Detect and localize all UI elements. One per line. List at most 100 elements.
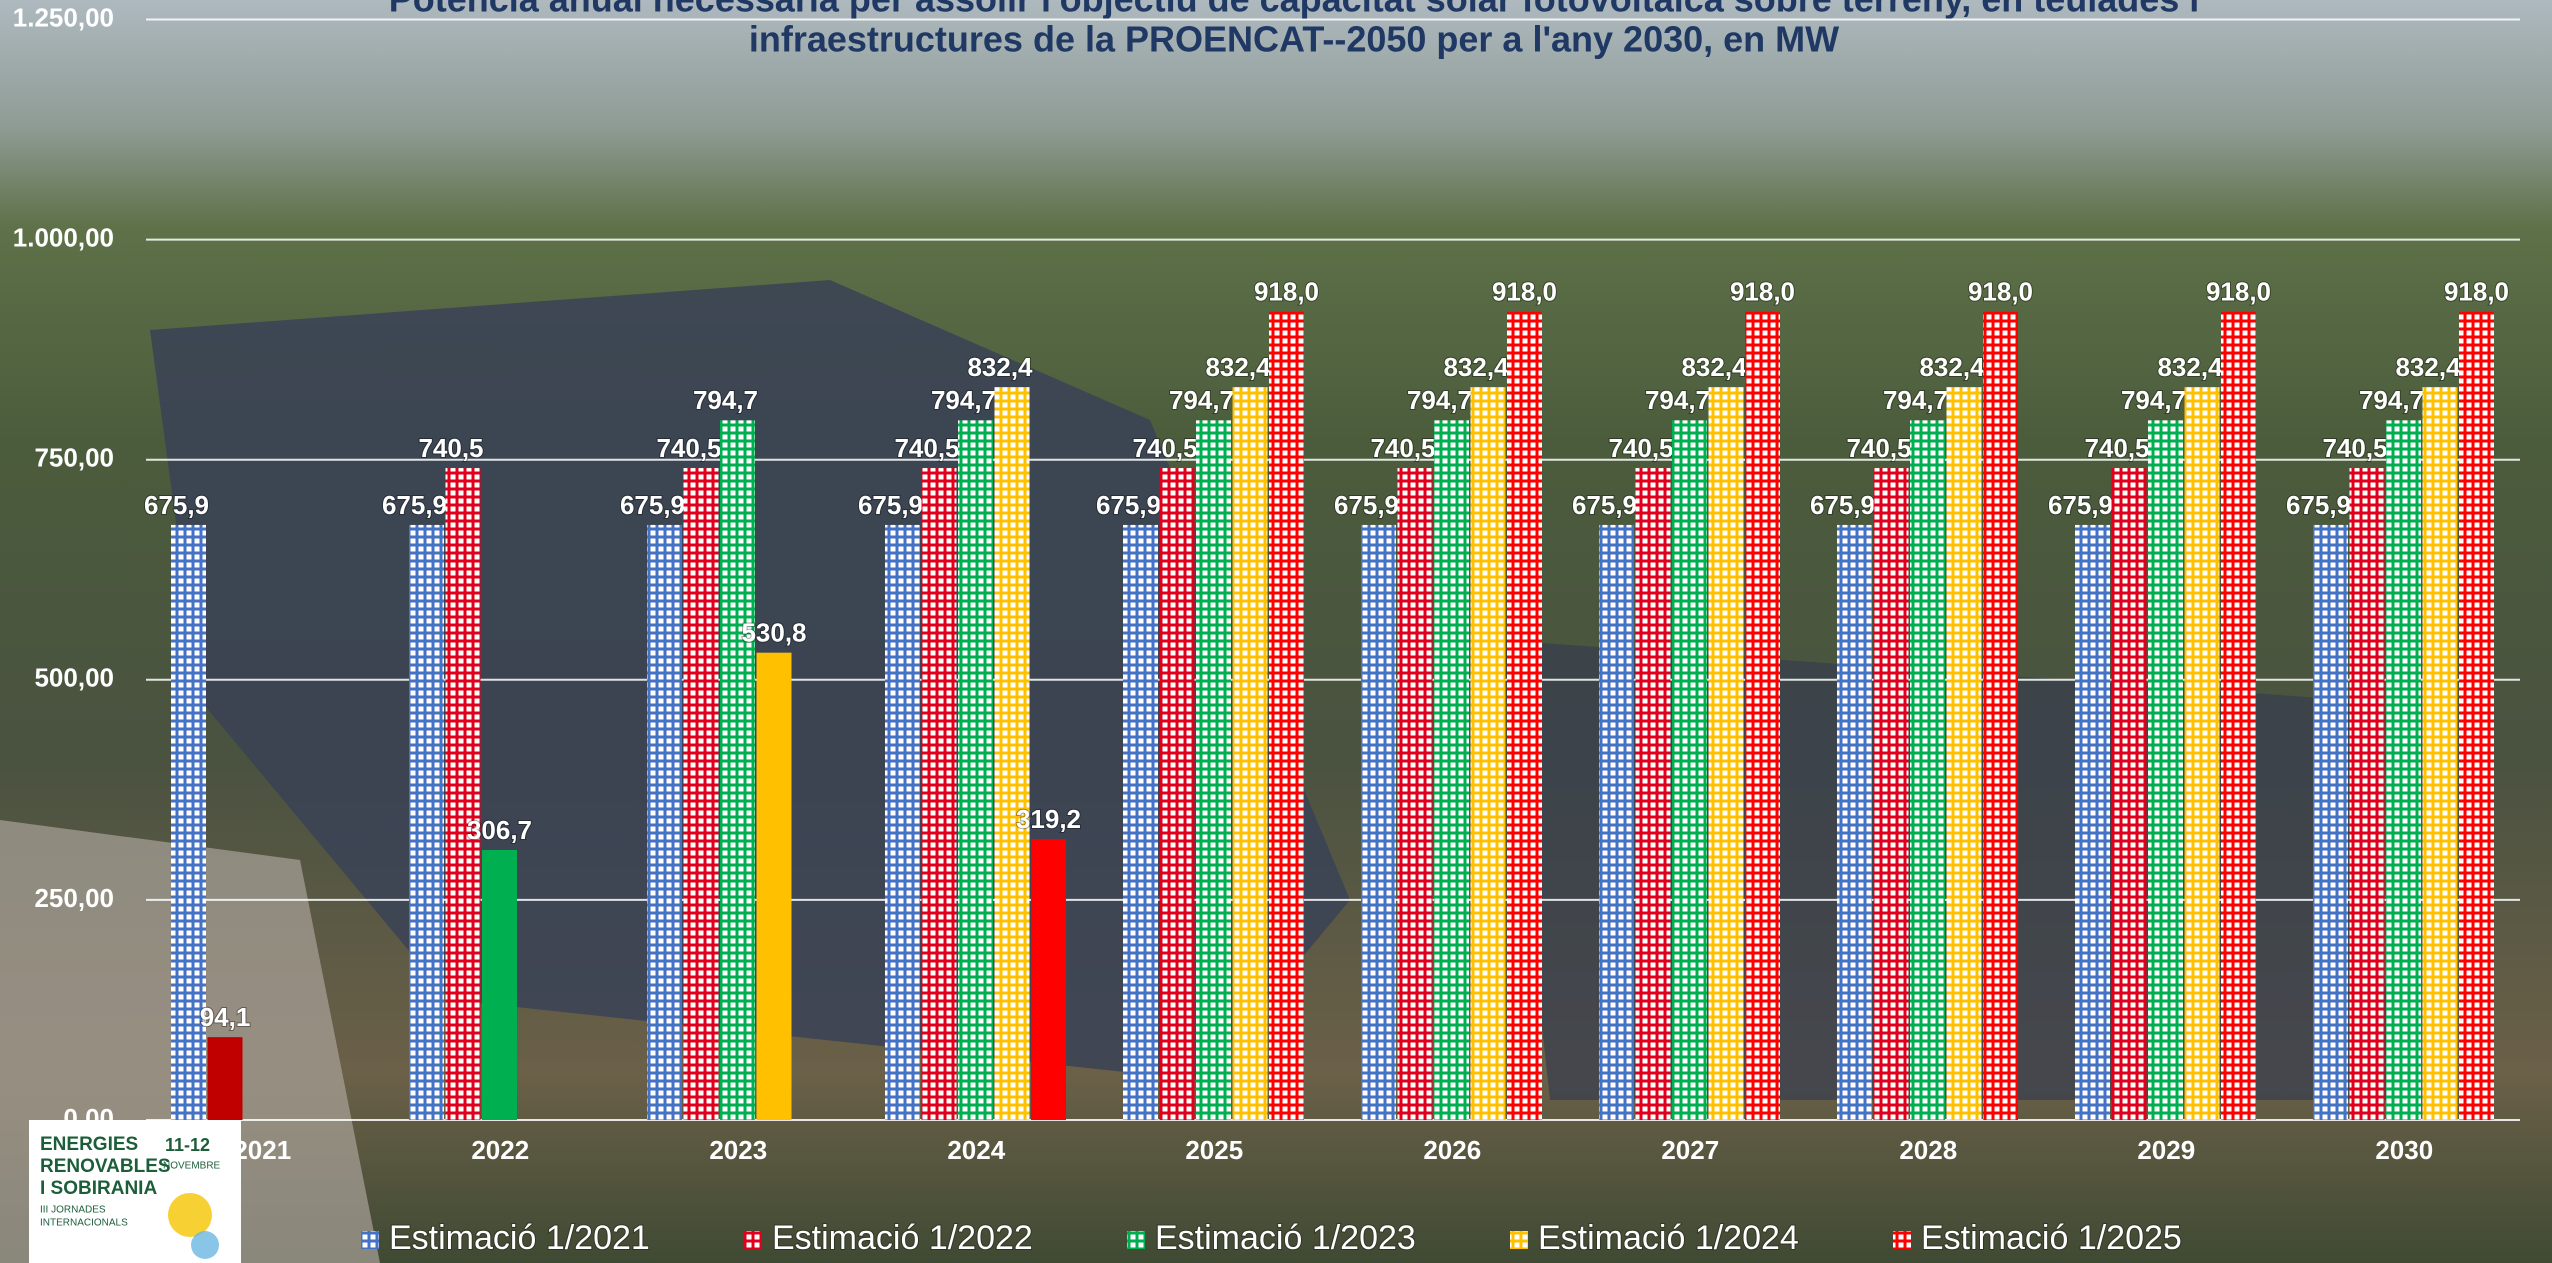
bar xyxy=(1837,524,1872,1120)
x-tick-label: 2028 xyxy=(1899,1135,1957,1165)
data-label: 918,0 xyxy=(2206,277,2271,307)
legend-marker xyxy=(1893,1231,1911,1249)
bar xyxy=(683,468,719,1120)
data-label: 740,5 xyxy=(656,433,721,463)
data-label: 740,5 xyxy=(1132,433,1197,463)
data-label: 740,5 xyxy=(1846,433,1911,463)
bar xyxy=(2111,468,2147,1120)
data-label: 675,9 xyxy=(2048,490,2113,520)
logo-text: I SOBIRANIA xyxy=(40,1178,157,1199)
logo-text: ENERGIES xyxy=(40,1134,138,1155)
y-tick-label: 1.000,00 xyxy=(13,222,114,252)
legend-marker xyxy=(1127,1231,1145,1249)
data-label: 794,7 xyxy=(1407,385,1472,415)
y-tick-label: 750,00 xyxy=(34,443,114,473)
logo: ENERGIES RENOVABLES I SOBIRANIA 11-12 NO… xyxy=(29,1120,241,1263)
data-label: 794,7 xyxy=(2121,385,2186,415)
data-label: 306,7 xyxy=(467,815,532,845)
legend-label: Estimació 1/2021 xyxy=(389,1219,650,1257)
logo-text: NOVEMBRE xyxy=(163,1161,221,1172)
bar xyxy=(2422,387,2458,1120)
x-tick-label: 2029 xyxy=(2137,1135,2195,1165)
data-label: 832,4 xyxy=(1681,352,1747,382)
bar xyxy=(445,468,481,1120)
bar xyxy=(1635,468,1671,1120)
data-label: 794,7 xyxy=(1169,385,1234,415)
data-label: 918,0 xyxy=(1968,277,2033,307)
x-tick-label: 2027 xyxy=(1661,1135,1719,1165)
actual-bar xyxy=(482,849,517,1120)
data-label: 832,4 xyxy=(2395,352,2461,382)
data-label: 740,5 xyxy=(2322,433,2387,463)
bar xyxy=(1708,387,1744,1120)
legend: Estimació 1/2021 Estimació 1/2022 Estimaci… xyxy=(361,1218,2183,1258)
logo-text: INTERNACIONALS xyxy=(40,1218,128,1229)
title-line: infraestructures de la PROENCAT--2050 pe… xyxy=(749,19,1839,60)
x-tick-label: 2023 xyxy=(709,1135,767,1165)
x-tick-label: 2024 xyxy=(947,1135,1005,1165)
data-label: 740,5 xyxy=(894,433,959,463)
data-label: 918,0 xyxy=(1254,277,1319,307)
data-label: 794,7 xyxy=(693,385,758,415)
data-label: 740,5 xyxy=(2084,433,2149,463)
data-label: 794,7 xyxy=(1645,385,1710,415)
data-label: 675,9 xyxy=(144,490,209,520)
bar xyxy=(1873,468,1909,1120)
data-label: 832,4 xyxy=(1919,352,1985,382)
bar xyxy=(2221,311,2256,1120)
data-label: 832,4 xyxy=(1443,352,1509,382)
x-tick-label: 2021 xyxy=(233,1135,291,1165)
data-label: 675,9 xyxy=(858,490,923,520)
logo-text: 11-12 xyxy=(165,1135,210,1155)
data-label: 740,5 xyxy=(1608,433,1673,463)
y-tick-label: 500,00 xyxy=(34,663,114,693)
data-label: 675,9 xyxy=(1334,490,1399,520)
legend-label: Estimació 1/2023 xyxy=(1155,1219,1416,1257)
data-label: 918,0 xyxy=(1492,277,1557,307)
bar xyxy=(1599,524,1634,1120)
data-label: 832,4 xyxy=(1205,352,1271,382)
data-label: 675,9 xyxy=(1810,490,1875,520)
bar xyxy=(1196,420,1231,1120)
bar xyxy=(2349,468,2385,1120)
data-label: 675,9 xyxy=(620,490,685,520)
legend-label: Estimació 1/2024 xyxy=(1538,1219,1799,1257)
logo-icon xyxy=(191,1231,219,1259)
x-tick-label: 2026 xyxy=(1423,1135,1481,1165)
y-tick-label: 250,00 xyxy=(34,883,114,913)
bar xyxy=(647,524,682,1120)
x-tick-label: 2030 xyxy=(2375,1135,2433,1165)
data-label: 918,0 xyxy=(1730,277,1795,307)
logo-text: RENOVABLES xyxy=(40,1156,171,1177)
bar xyxy=(1910,420,1945,1120)
bar xyxy=(171,524,206,1120)
data-label: 794,7 xyxy=(931,385,996,415)
bar xyxy=(1123,524,1158,1120)
actual-bar xyxy=(1031,838,1066,1120)
y-tick-label: 1.250,00 xyxy=(13,2,114,32)
data-label: 832,4 xyxy=(967,352,1033,382)
x-tick-label: 2025 xyxy=(1185,1135,1243,1165)
data-label: 794,7 xyxy=(2359,385,2424,415)
data-label: 319,2 xyxy=(1016,804,1081,834)
bar xyxy=(921,468,957,1120)
bar xyxy=(1946,387,1982,1120)
logo-icon xyxy=(168,1193,212,1237)
bar xyxy=(1672,420,1707,1120)
bar xyxy=(2386,420,2421,1120)
legend-label: Estimació 1/2025 xyxy=(1921,1219,2182,1257)
legend-label: Estimació 1/2022 xyxy=(772,1219,1033,1257)
data-label: 918,0 xyxy=(2444,277,2509,307)
logo-text: III JORNADES xyxy=(40,1205,106,1216)
title: Potència anual necessària per assolir l'… xyxy=(389,0,2200,60)
bar xyxy=(2459,311,2494,1120)
bar xyxy=(2148,420,2183,1120)
legend-marker xyxy=(1510,1231,1528,1249)
bar xyxy=(1745,311,1780,1120)
bar xyxy=(1397,468,1433,1120)
data-label: 94,1 xyxy=(200,1002,251,1032)
data-label: 832,4 xyxy=(2157,352,2223,382)
bar xyxy=(1269,311,1304,1120)
